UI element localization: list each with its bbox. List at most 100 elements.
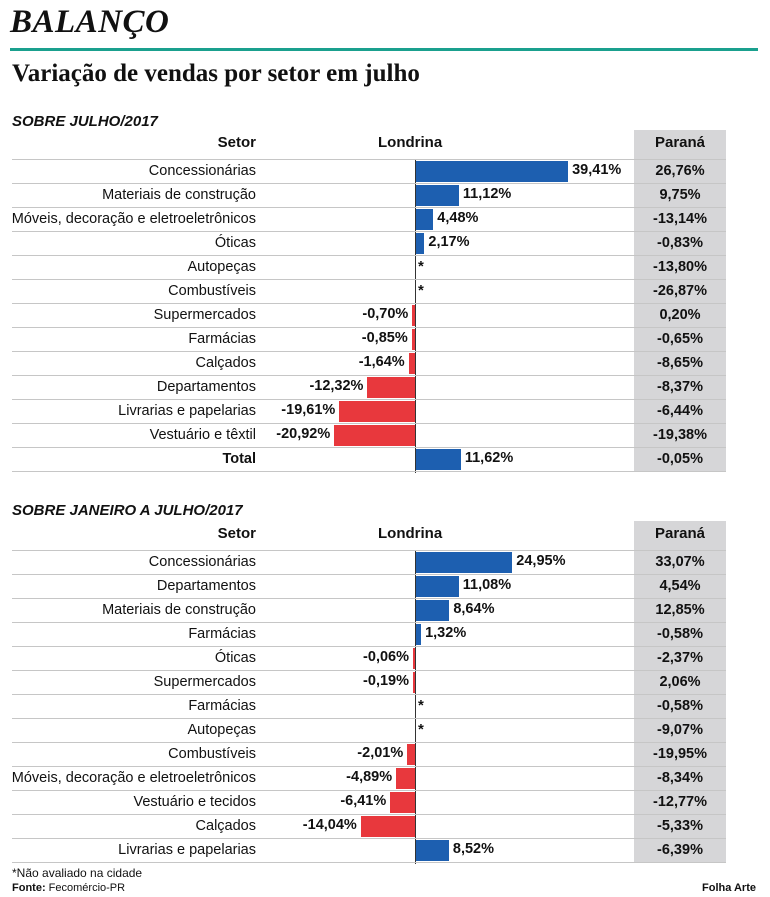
londrina-value: 11,08% — [462, 577, 512, 593]
source-text: Fecomércio-PR — [48, 882, 126, 894]
londrina-bar — [416, 209, 434, 230]
londrina-value: 4,48% — [437, 210, 479, 226]
londrina-bar — [360, 816, 415, 837]
londrina-value: 11,62% — [464, 450, 514, 466]
kicker-rule — [10, 48, 758, 51]
londrina-bar — [416, 161, 569, 182]
sector-label: Óticas — [214, 650, 256, 666]
londrina-value: -12,32% — [309, 378, 364, 394]
londrina-value: -0,19% — [363, 673, 409, 689]
column-header-sector: Setor — [217, 525, 256, 542]
section-title: SOBRE JULHO/2017 — [12, 113, 158, 130]
credit: Folha Arte — [702, 882, 756, 894]
parana-value: -0,83% — [657, 235, 703, 251]
row-divider — [12, 550, 726, 551]
sector-label: Autopeças — [187, 259, 256, 275]
sector-label: Móveis, decoração e eletroeletrônicos — [11, 770, 256, 786]
londrina-value: -0,70% — [362, 306, 409, 322]
row-divider — [12, 351, 726, 352]
parana-value: 26,76% — [655, 163, 705, 179]
londrina-bar — [416, 840, 449, 861]
source-line: Fonte: Fecomércio-PR — [12, 882, 125, 894]
parana-value: -8,37% — [657, 379, 703, 395]
row-divider — [12, 375, 726, 376]
londrina-value: -0,06% — [363, 649, 409, 665]
sector-label: Materiais de construção — [102, 187, 256, 203]
parana-value: -0,65% — [657, 331, 703, 347]
parana-value: -19,38% — [652, 427, 707, 443]
londrina-value: -14,04% — [302, 817, 357, 833]
londrina-value: -20,92% — [276, 426, 331, 442]
sector-label: Total — [222, 451, 256, 467]
section-title: SOBRE JANEIRO A JULHO/2017 — [12, 502, 243, 519]
parana-value: 9,75% — [659, 187, 701, 203]
not-evaluated-mark: * — [418, 721, 424, 738]
row-divider — [12, 598, 726, 599]
londrina-value: -1,64% — [358, 354, 405, 370]
row-divider — [12, 718, 726, 719]
row-divider — [12, 327, 726, 328]
parana-value: 2,06% — [659, 674, 701, 690]
londrina-bar — [407, 744, 415, 765]
londrina-bar — [396, 768, 415, 789]
kicker-title: BALANÇO — [10, 4, 170, 40]
londrina-bar — [416, 552, 513, 573]
sector-label: Livrarias e papelarias — [118, 403, 256, 419]
sector-label: Óticas — [214, 235, 256, 251]
londrina-bar — [339, 401, 415, 422]
londrina-bar — [413, 648, 415, 669]
row-divider — [12, 574, 726, 575]
column-header-city: Londrina — [378, 134, 443, 151]
row-divider — [12, 790, 726, 791]
sector-label: Livrarias e papelarias — [118, 842, 256, 858]
londrina-value: 8,52% — [452, 841, 494, 857]
row-divider — [12, 447, 726, 448]
parana-value: -13,80% — [652, 259, 707, 275]
sector-label: Supermercados — [153, 674, 256, 690]
londrina-value: -2,01% — [357, 745, 404, 761]
londrina-value: -4,89% — [346, 769, 393, 785]
sector-label: Móveis, decoração e eletroeletrônicos — [11, 211, 256, 227]
row-divider — [12, 423, 726, 424]
row-divider — [12, 814, 726, 815]
londrina-value: -19,61% — [281, 402, 336, 418]
row-divider — [12, 838, 726, 839]
londrina-bar — [416, 600, 450, 621]
sector-label: Departamentos — [156, 578, 256, 594]
parana-value: -8,34% — [657, 770, 703, 786]
parana-value: 33,07% — [655, 554, 705, 570]
row-divider — [12, 255, 726, 256]
column-header-sector: Setor — [217, 134, 256, 151]
londrina-bar — [412, 305, 415, 326]
not-evaluated-mark: * — [418, 258, 424, 275]
row-divider — [12, 622, 726, 623]
parana-value: -12,77% — [652, 794, 707, 810]
row-divider — [12, 646, 726, 647]
sector-label: Combustíveis — [168, 746, 256, 762]
sector-label: Vestuário e tecidos — [133, 794, 256, 810]
sector-label: Farmácias — [188, 698, 256, 714]
parana-value: -0,05% — [657, 451, 703, 467]
londrina-value: 1,32% — [425, 625, 467, 641]
londrina-bar — [411, 329, 415, 350]
londrina-bar — [416, 576, 459, 597]
row-divider — [12, 471, 726, 472]
londrina-bar — [413, 672, 415, 693]
parana-column-bg — [634, 130, 726, 472]
parana-value: 12,85% — [655, 602, 705, 618]
parana-value: 0,20% — [659, 307, 701, 323]
londrina-bar — [334, 425, 415, 446]
row-divider — [12, 694, 726, 695]
parana-value: -6,44% — [657, 403, 703, 419]
column-header-state: Paraná — [654, 525, 706, 542]
sector-label: Vestuário e têxtil — [149, 427, 256, 443]
sector-label: Concessionárias — [148, 554, 256, 570]
column-header-city: Londrina — [378, 525, 443, 542]
sector-label: Farmácias — [188, 626, 256, 642]
column-header-state: Paraná — [654, 134, 706, 151]
row-divider — [12, 303, 726, 304]
row-divider — [12, 670, 726, 671]
sector-label: Farmácias — [188, 331, 256, 347]
row-divider — [12, 862, 726, 863]
zero-axis — [415, 159, 416, 473]
